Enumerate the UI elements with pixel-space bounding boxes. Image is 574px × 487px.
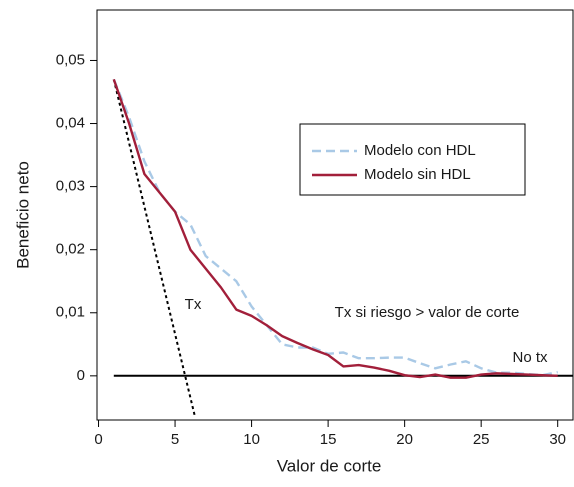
legend-label: Modelo sin HDL — [364, 166, 471, 183]
series-line — [112, 79, 558, 379]
y-tick-label: 0 — [77, 367, 85, 384]
y-tick-label: 0,03 — [56, 178, 85, 195]
y-tick-label: 0,02 — [56, 241, 85, 258]
legend-box — [299, 123, 526, 196]
x-tick-label: 25 — [473, 431, 490, 448]
plot-frame — [96, 9, 574, 421]
x-tick-label: 10 — [243, 431, 260, 448]
x-tick-label: 20 — [396, 431, 413, 448]
y-tick-label: 0,05 — [56, 51, 85, 68]
annotation: No tx — [512, 349, 548, 366]
y-tick-label: 0,04 — [56, 115, 85, 132]
y-axis-label: Beneficio neto — [13, 161, 32, 269]
legend-label: Modelo con HDL — [364, 142, 476, 159]
x-axis-label: Valor de corte — [277, 456, 382, 475]
x-tick-label: 30 — [549, 431, 566, 448]
x-tick-label: 0 — [94, 431, 102, 448]
x-tick-label: 5 — [171, 431, 179, 448]
y-tick-label: 0,01 — [56, 304, 85, 321]
annotation: Tx — [185, 296, 202, 313]
reference-line — [112, 79, 196, 418]
annotation: Tx si riesgo > valor de corte — [335, 304, 520, 321]
x-tick-label: 15 — [320, 431, 337, 448]
